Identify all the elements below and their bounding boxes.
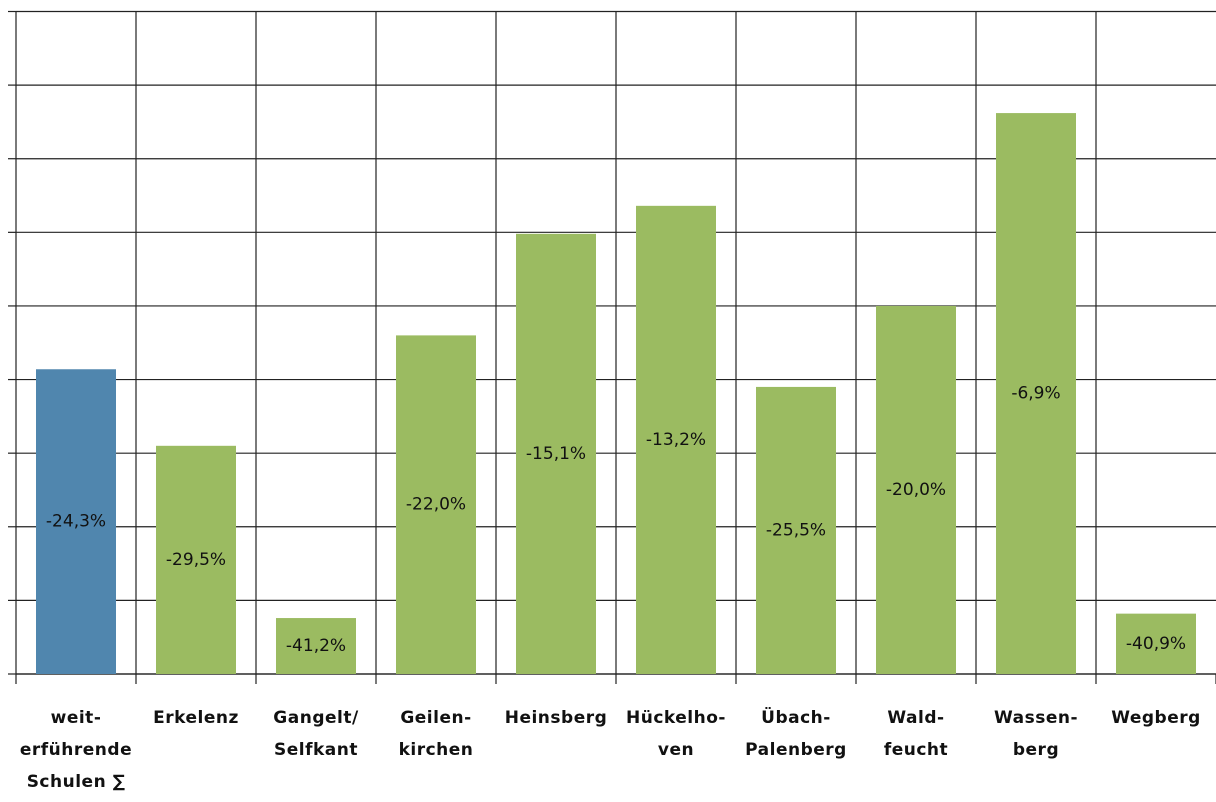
value-label: -15,1%	[526, 444, 586, 464]
x-tick-label: Erkelenz	[153, 708, 239, 728]
bar	[756, 386, 836, 674]
bar	[876, 305, 956, 674]
bar	[36, 369, 116, 674]
value-label: -6,9%	[1011, 384, 1060, 404]
x-tick-label: Übach- Palenberg	[745, 706, 847, 760]
label-line: ven	[658, 740, 694, 760]
value-label: -13,2%	[646, 430, 706, 450]
value-label: -20,0%	[886, 480, 946, 500]
label-line: Wegberg	[1111, 708, 1201, 728]
label-line: Heinsberg	[505, 708, 608, 728]
bar	[276, 618, 356, 674]
x-tick-label: Heinsberg	[505, 708, 608, 728]
x-tick-label: weit-erführende Schulen ∑	[20, 708, 132, 792]
label-line: feucht	[884, 740, 948, 760]
x-tick-label: Wald-feucht	[884, 708, 948, 760]
value-label: -29,5%	[166, 550, 226, 570]
bar	[996, 113, 1076, 675]
label-line: Schulen ∑	[27, 772, 126, 792]
label-line: erführende	[20, 740, 132, 760]
label-line: Übach-	[761, 706, 831, 728]
label-line: Gangelt/	[273, 708, 359, 728]
x-tick-label: Wassen-berg	[994, 708, 1078, 760]
value-label: -40,9%	[1126, 634, 1186, 654]
value-label: -41,2%	[286, 636, 346, 656]
label-line: Selfkant	[274, 740, 358, 760]
x-tick-label: Gangelt/Selfkant	[273, 708, 359, 760]
bar	[1116, 613, 1196, 674]
x-tick-label: Geilen-kirchen	[399, 708, 474, 760]
value-label: -22,0%	[406, 495, 466, 515]
value-label: -25,5%	[766, 520, 826, 540]
label-line: Geilen-	[400, 708, 471, 728]
label-line: Erkelenz	[153, 708, 239, 728]
value-label: -24,3%	[46, 512, 106, 532]
bar	[516, 233, 596, 675]
label-line: Palenberg	[745, 740, 847, 760]
x-tick-label: Wegberg	[1111, 708, 1201, 728]
bar	[396, 335, 476, 674]
bar	[156, 445, 236, 674]
label-line: berg	[1013, 740, 1059, 760]
x-tick-label: Hückelho-ven	[626, 708, 726, 760]
label-line: Wassen-	[994, 708, 1078, 728]
label-line: weit-	[51, 708, 102, 728]
bar	[636, 205, 716, 675]
label-line: Hückelho-	[626, 708, 726, 728]
label-line: Wald-	[887, 708, 944, 728]
label-line: kirchen	[399, 740, 474, 760]
